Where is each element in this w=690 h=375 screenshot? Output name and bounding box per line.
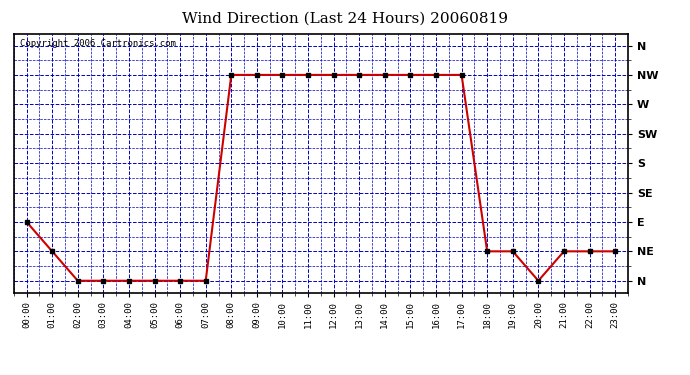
Text: Wind Direction (Last 24 Hours) 20060819: Wind Direction (Last 24 Hours) 20060819 xyxy=(182,11,508,25)
Text: Copyright 2006 Cartronics.com: Copyright 2006 Cartronics.com xyxy=(20,39,176,48)
